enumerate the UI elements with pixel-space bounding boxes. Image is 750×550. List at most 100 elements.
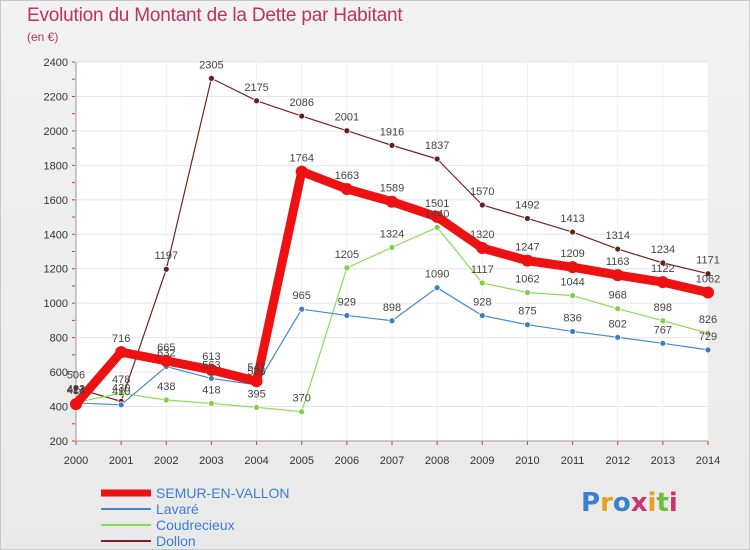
data-label: 2305 <box>199 59 223 71</box>
data-point <box>72 384 80 392</box>
data-label: 965 <box>293 290 311 302</box>
data-label: 1044 <box>560 277 584 289</box>
data-label: 1440 <box>425 208 449 220</box>
data-point <box>569 228 576 236</box>
data-label: 929 <box>338 296 356 308</box>
x-tick-label: 2006 <box>335 455 359 467</box>
data-point <box>478 279 486 287</box>
data-point <box>117 401 125 409</box>
y-tick-label: 2400 <box>44 57 68 69</box>
x-tick-label: 2005 <box>289 455 313 467</box>
data-label: 1837 <box>425 140 449 152</box>
data-label: 632 <box>157 348 175 360</box>
data-label: 665 <box>157 342 175 354</box>
data-label: 1570 <box>470 186 494 198</box>
y-tick-label: 1200 <box>44 264 68 276</box>
y-tick-label: 1800 <box>44 160 68 172</box>
data-label: 1314 <box>605 230 629 242</box>
data-label: 1117 <box>471 264 494 276</box>
data-label: 802 <box>609 318 627 330</box>
data-label: 1090 <box>425 269 449 281</box>
x-tick-label: 2001 <box>109 455 133 467</box>
x-tick-label: 2007 <box>380 455 404 467</box>
x-tick-label: 2000 <box>64 455 88 467</box>
data-label: 613 <box>202 351 220 363</box>
data-point <box>208 375 215 382</box>
chart-title: Evolution du Montant de la Dette par Hab… <box>27 5 403 26</box>
data-label: 836 <box>563 312 581 324</box>
x-tick-label: 2002 <box>154 455 178 467</box>
data-label: 410 <box>112 386 130 398</box>
data-point <box>117 389 125 397</box>
data-point <box>659 339 667 347</box>
data-point <box>433 223 441 231</box>
data-label: 1247 <box>515 242 539 254</box>
data-point <box>614 305 622 313</box>
data-point <box>343 312 351 319</box>
data-label: 547 <box>247 362 265 374</box>
data-label: 395 <box>247 388 265 400</box>
data-point <box>521 254 534 267</box>
data-point <box>476 242 489 255</box>
data-label: 418 <box>202 384 220 396</box>
data-point <box>566 261 579 274</box>
data-point <box>659 317 667 325</box>
data-label: 2086 <box>289 97 313 109</box>
data-label: 1320 <box>470 229 494 241</box>
data-point <box>433 284 441 292</box>
data-label: 421 <box>67 384 85 396</box>
legend-label: Dollon <box>156 533 196 549</box>
data-point <box>208 74 215 82</box>
data-point <box>611 269 624 282</box>
data-label: 430 <box>112 382 130 394</box>
data-label: 928 <box>473 297 491 309</box>
proxiti-logo: Proxiti <box>581 488 678 518</box>
data-point <box>208 400 215 407</box>
y-tick-label: 2200 <box>44 91 68 103</box>
data-label: 1589 <box>380 183 404 195</box>
data-point <box>343 264 351 272</box>
data-point <box>524 289 531 296</box>
data-point <box>614 245 622 253</box>
data-point <box>704 346 712 354</box>
data-label: 2175 <box>244 82 268 94</box>
data-point <box>340 182 353 195</box>
x-tick-label: 2011 <box>561 455 585 467</box>
data-point <box>162 396 170 404</box>
data-label: 506 <box>67 369 85 381</box>
data-point <box>386 195 398 208</box>
data-label: 1663 <box>335 170 359 182</box>
data-label: 526 <box>247 366 265 378</box>
x-tick-label: 2008 <box>425 455 449 467</box>
data-point <box>656 276 669 289</box>
x-tick-label: 2004 <box>244 455 268 467</box>
data-point <box>70 398 82 411</box>
data-label: 1492 <box>515 199 539 211</box>
data-point <box>478 201 486 209</box>
data-point <box>298 112 306 120</box>
y-tick-label: 600 <box>50 367 68 379</box>
x-tick-label: 2012 <box>605 455 629 467</box>
data-label: 1205 <box>335 249 359 261</box>
data-point <box>431 210 444 223</box>
data-point <box>433 155 441 163</box>
y-tick-label: 400 <box>50 402 68 414</box>
data-point <box>160 354 173 367</box>
x-tick-label: 2013 <box>651 455 675 467</box>
data-point <box>205 363 218 376</box>
y-tick-label: 200 <box>50 436 68 448</box>
legend-label: Lavaré <box>156 501 199 517</box>
data-label: 1163 <box>606 256 630 268</box>
data-label: 478 <box>112 374 130 386</box>
data-label: 898 <box>654 302 672 314</box>
data-point <box>253 97 260 105</box>
data-point <box>702 286 714 299</box>
data-point <box>614 333 622 341</box>
x-tick-label: 2010 <box>515 455 539 467</box>
data-point <box>524 321 531 329</box>
data-point <box>298 408 306 416</box>
y-tick-label: 1000 <box>44 298 68 310</box>
data-label: 2001 <box>335 112 359 124</box>
